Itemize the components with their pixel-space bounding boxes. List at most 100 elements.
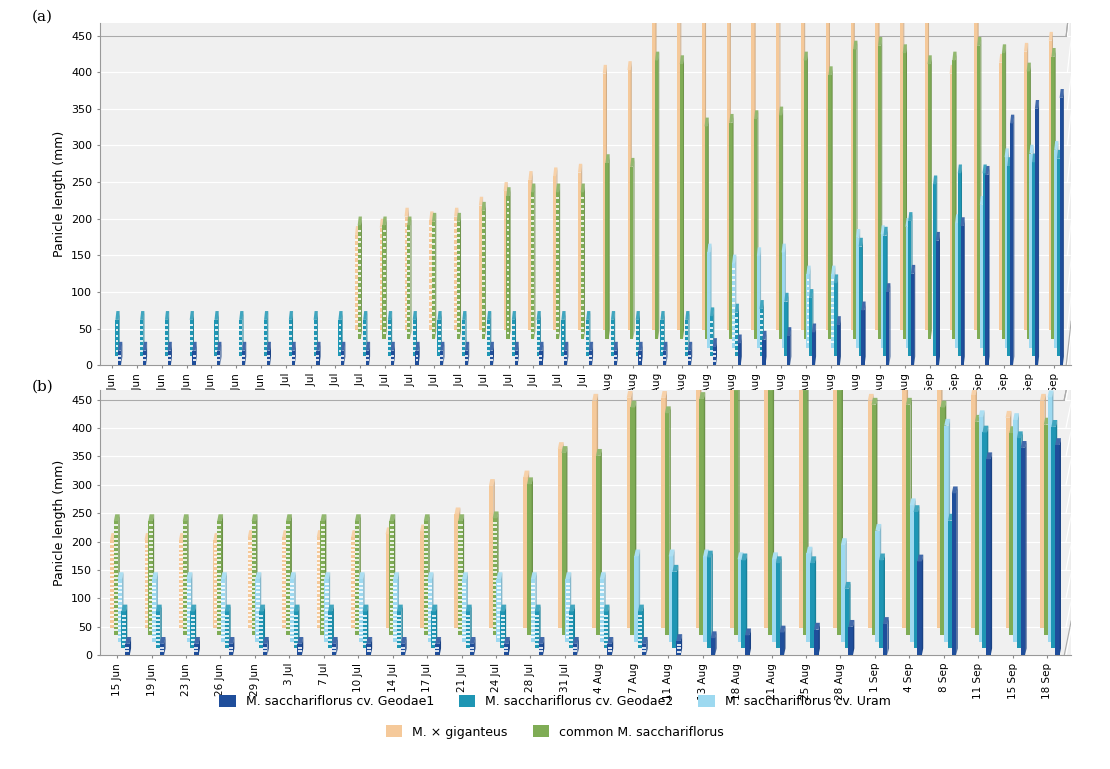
Polygon shape (1056, 420, 1057, 648)
Bar (324, 579, 329, 641)
Polygon shape (807, 547, 813, 554)
Bar (754, 119, 757, 339)
Polygon shape (397, 604, 403, 611)
Polygon shape (478, 197, 483, 205)
Polygon shape (286, 514, 292, 521)
Bar (297, 644, 302, 655)
Bar (413, 320, 416, 357)
Polygon shape (1010, 115, 1015, 124)
Polygon shape (688, 342, 693, 351)
Polygon shape (355, 530, 357, 628)
Polygon shape (1054, 141, 1059, 150)
Bar (415, 351, 418, 365)
Bar (214, 320, 218, 357)
Polygon shape (614, 342, 618, 351)
Polygon shape (845, 582, 850, 589)
Polygon shape (982, 165, 987, 173)
Bar (699, 399, 704, 634)
Bar (523, 478, 528, 628)
Polygon shape (876, 398, 877, 634)
Bar (950, 74, 952, 330)
Polygon shape (504, 182, 508, 191)
Bar (837, 391, 841, 634)
Polygon shape (834, 275, 838, 283)
Bar (564, 351, 567, 365)
Bar (1002, 53, 1006, 339)
Bar (1056, 445, 1060, 655)
Polygon shape (610, 311, 615, 320)
Polygon shape (363, 572, 364, 641)
Polygon shape (149, 514, 154, 521)
Polygon shape (605, 155, 609, 163)
Bar (960, 226, 963, 365)
Bar (528, 180, 532, 330)
Bar (925, 18, 928, 330)
Bar (316, 537, 321, 628)
Polygon shape (165, 311, 169, 320)
Bar (531, 579, 535, 641)
Polygon shape (751, 14, 756, 22)
Polygon shape (248, 530, 254, 537)
Polygon shape (696, 360, 702, 367)
Polygon shape (577, 637, 578, 655)
Polygon shape (1005, 148, 1009, 157)
Polygon shape (601, 449, 602, 634)
Bar (432, 221, 435, 339)
Bar (152, 579, 157, 641)
Bar (733, 264, 735, 348)
Bar (339, 320, 342, 357)
Polygon shape (638, 604, 644, 611)
Polygon shape (535, 604, 541, 611)
Polygon shape (190, 604, 196, 611)
Bar (351, 537, 355, 628)
Polygon shape (528, 471, 529, 628)
Polygon shape (562, 446, 567, 453)
Polygon shape (363, 311, 367, 320)
Polygon shape (199, 637, 200, 655)
Bar (192, 351, 195, 365)
Bar (773, 559, 777, 641)
Bar (242, 351, 245, 365)
Polygon shape (213, 533, 220, 540)
Polygon shape (902, 371, 908, 378)
Polygon shape (759, 300, 764, 309)
Polygon shape (402, 604, 403, 648)
Polygon shape (586, 311, 591, 320)
Polygon shape (704, 392, 705, 634)
Bar (668, 556, 673, 641)
Bar (424, 521, 428, 634)
Polygon shape (928, 55, 931, 64)
Bar (999, 62, 1002, 330)
Polygon shape (428, 514, 430, 634)
Polygon shape (757, 248, 761, 256)
Polygon shape (818, 623, 820, 655)
Polygon shape (351, 530, 357, 537)
Bar (886, 292, 889, 365)
Polygon shape (221, 572, 226, 579)
Polygon shape (527, 478, 533, 484)
Polygon shape (987, 452, 992, 459)
Bar (837, 325, 840, 365)
Bar (487, 320, 491, 357)
Polygon shape (556, 184, 561, 192)
Bar (882, 624, 887, 655)
Bar (757, 256, 760, 348)
Polygon shape (811, 547, 813, 641)
Polygon shape (424, 514, 430, 521)
Polygon shape (707, 550, 709, 641)
Bar (221, 579, 225, 641)
Polygon shape (781, 244, 786, 252)
Bar (1051, 427, 1056, 648)
Polygon shape (324, 572, 330, 579)
Bar (787, 336, 790, 365)
Bar (768, 391, 773, 634)
Polygon shape (218, 342, 221, 351)
Polygon shape (321, 514, 326, 521)
Bar (490, 351, 493, 365)
Bar (194, 644, 199, 655)
Bar (799, 384, 804, 628)
Bar (1005, 157, 1008, 348)
Polygon shape (316, 530, 323, 537)
Bar (707, 558, 712, 648)
Polygon shape (804, 377, 805, 628)
